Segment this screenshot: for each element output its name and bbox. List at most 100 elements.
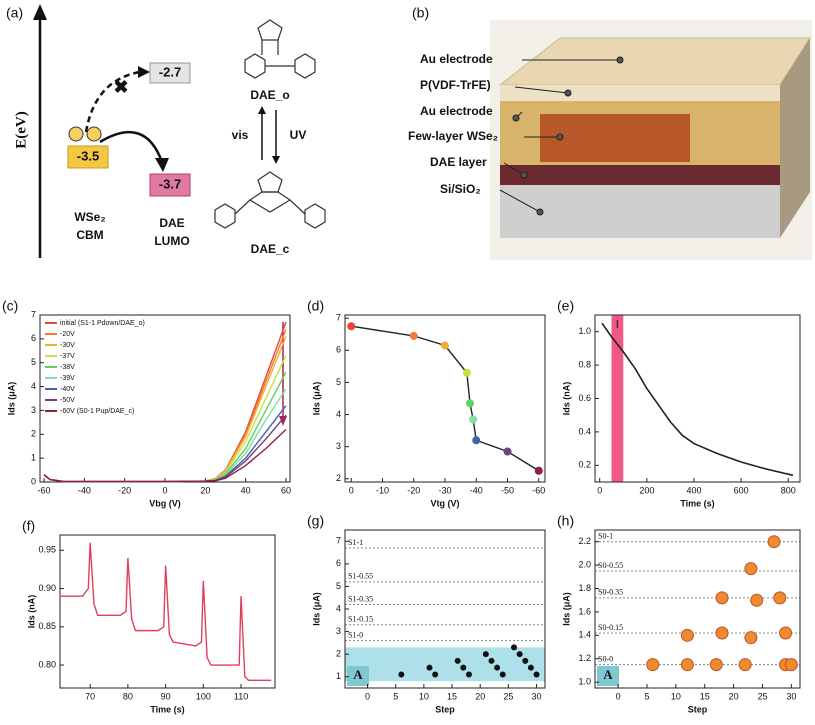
x-tick-label: 10 bbox=[671, 691, 681, 701]
data-point bbox=[516, 651, 523, 658]
level-box bbox=[149, 173, 191, 197]
x-tick-label: -60 bbox=[532, 485, 545, 495]
panel-label: (a) bbox=[6, 5, 23, 21]
data-point bbox=[494, 664, 501, 671]
level-label: S0-0.35 bbox=[598, 588, 623, 597]
data-point bbox=[460, 664, 467, 671]
x-tick-label: -30 bbox=[438, 485, 451, 495]
data-point bbox=[750, 593, 764, 607]
shade-label: I bbox=[616, 319, 620, 331]
y-tick-label: 0.4 bbox=[578, 426, 591, 436]
label: CBM bbox=[76, 228, 103, 242]
y-tick-label: 0.2 bbox=[578, 460, 591, 470]
data-point bbox=[465, 671, 472, 678]
y-tick-label: 6 bbox=[336, 345, 341, 355]
layer-label: P(VDF-TrFE) bbox=[420, 78, 491, 92]
y-tick-label: 3 bbox=[31, 405, 36, 415]
x-tick-label: 0 bbox=[162, 485, 167, 495]
wse2 bbox=[540, 114, 690, 162]
data-point bbox=[499, 671, 506, 678]
data-point bbox=[472, 436, 481, 445]
x-tick-label: 20 bbox=[475, 691, 485, 701]
molecule-closed bbox=[214, 171, 326, 229]
level-value: -3.7 bbox=[159, 176, 181, 191]
x-tick-label: 5 bbox=[393, 691, 398, 701]
label: WSe₂ bbox=[74, 210, 105, 224]
y-tick-label: 1 bbox=[336, 671, 341, 681]
data-line bbox=[43, 405, 287, 483]
y-axis-label: Ids (μA) bbox=[311, 592, 321, 626]
band-label-box bbox=[347, 666, 369, 686]
plot-frame bbox=[344, 314, 546, 483]
x-tick-label: 90 bbox=[161, 691, 171, 701]
data-point bbox=[779, 626, 793, 640]
arrow bbox=[99, 130, 164, 163]
x-tick-label: 600 bbox=[734, 485, 749, 495]
legend-label: -30V bbox=[60, 342, 75, 349]
y-tick-label: 7 bbox=[336, 536, 341, 546]
data-point bbox=[715, 591, 729, 605]
arrow-head bbox=[272, 156, 280, 164]
layer-label: Few-layer WSe₂ bbox=[408, 129, 498, 143]
substrate bbox=[500, 185, 780, 238]
data-point bbox=[744, 562, 758, 576]
data-point bbox=[709, 658, 723, 672]
y-tick-label: 1.2 bbox=[578, 653, 591, 663]
data-point bbox=[533, 671, 540, 678]
band-label-box bbox=[597, 666, 619, 686]
legend-label: -38V bbox=[60, 364, 75, 371]
y-tick-label: 4 bbox=[336, 409, 341, 419]
data-point bbox=[738, 658, 752, 672]
data-point bbox=[466, 399, 474, 408]
x-tick-label: 60 bbox=[281, 485, 291, 495]
x-tick-label: 0 bbox=[365, 691, 370, 701]
arrow-head bbox=[33, 4, 47, 20]
data-point bbox=[680, 628, 694, 642]
x-tick-label: 110 bbox=[234, 691, 248, 701]
panel-label: (g) bbox=[307, 513, 324, 529]
y-tick-label: 5 bbox=[31, 357, 36, 367]
data-point bbox=[426, 664, 433, 671]
y-tick-label: 4 bbox=[336, 603, 341, 613]
x-tick-label: 0 bbox=[349, 485, 354, 495]
x-tick-label: 25 bbox=[503, 691, 513, 701]
y-tick-label: 7 bbox=[31, 309, 36, 319]
x-tick-label: -10 bbox=[376, 485, 389, 495]
dashed-arrow bbox=[84, 70, 141, 133]
y-tick-label: 2 bbox=[336, 473, 341, 483]
data-line bbox=[43, 329, 287, 483]
x-tick-label: 30 bbox=[786, 691, 796, 701]
y-tick-label: 6 bbox=[31, 333, 36, 343]
x-axis-label: Time (s) bbox=[680, 498, 714, 508]
x-tick-label: 10 bbox=[419, 691, 429, 701]
axis-label: E(eV) bbox=[13, 111, 29, 149]
level-value: -3.5 bbox=[77, 148, 99, 163]
legend-label: -39V bbox=[60, 375, 75, 382]
level-label: S1-0.55 bbox=[348, 572, 373, 581]
y-tick-label: 0.8 bbox=[578, 359, 591, 369]
data-point bbox=[454, 657, 461, 664]
arrow-head bbox=[279, 416, 287, 426]
plot-frame bbox=[594, 529, 801, 689]
y-tick-label: 1.0 bbox=[578, 677, 591, 687]
legend-label: initial (S1-1 Pdown/DAE_o) bbox=[60, 320, 145, 327]
x-tick-label: 0 bbox=[597, 485, 602, 495]
x-tick-label: 5 bbox=[644, 691, 649, 701]
y-tick-label: 3 bbox=[336, 441, 341, 451]
data-point bbox=[646, 658, 660, 672]
data-point bbox=[347, 322, 356, 331]
data-point bbox=[680, 658, 694, 672]
data-point bbox=[527, 664, 534, 671]
data-line bbox=[43, 429, 287, 483]
y-tick-label: 0.95 bbox=[38, 545, 56, 555]
data-point bbox=[441, 341, 449, 350]
electron bbox=[86, 126, 102, 142]
y-axis-label: Ids (nA) bbox=[26, 595, 36, 629]
panel-label: (e) bbox=[557, 298, 574, 314]
panel-label: (f) bbox=[22, 518, 35, 534]
band-label: A bbox=[353, 667, 363, 682]
plot-frame bbox=[59, 534, 276, 689]
molecule-label: DAE_o bbox=[250, 88, 289, 102]
